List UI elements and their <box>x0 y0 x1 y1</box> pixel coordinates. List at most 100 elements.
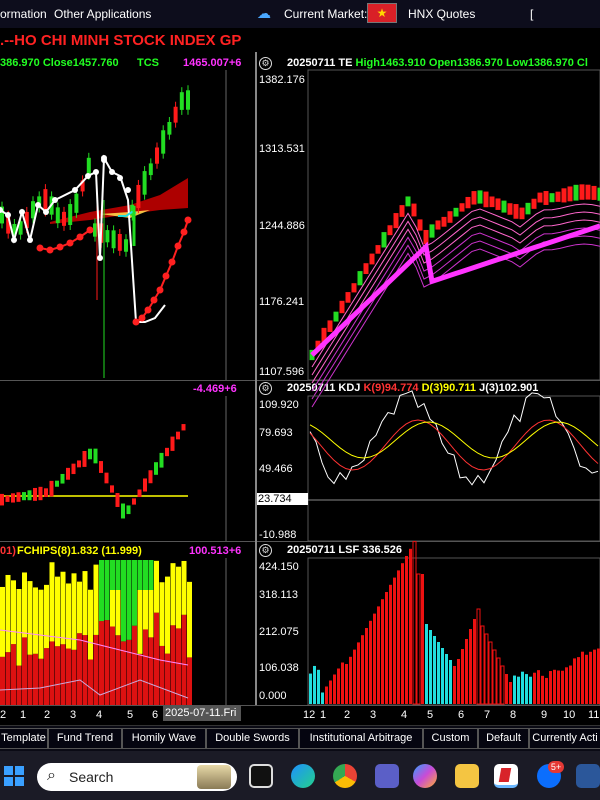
tab-fund-trend[interactable]: Fund Trend <box>48 728 122 749</box>
fund-bar-red <box>88 659 93 705</box>
momentum-bar <box>77 460 81 468</box>
candle-body <box>573 184 579 201</box>
menu-extra[interactable]: [ <box>530 7 534 21</box>
main-y-label: 1244.886 <box>259 220 305 232</box>
fund-bar-red <box>27 654 33 705</box>
main-y-label: 1107.596 <box>259 366 305 378</box>
white-trend-dot <box>97 255 103 261</box>
momentum-bar <box>55 480 59 487</box>
white-trend-dot <box>35 202 41 208</box>
moving-average-line <box>311 219 600 384</box>
market-selector[interactable]: HNX Quotes <box>408 7 476 21</box>
tab-institutional-arbitrage[interactable]: Institutional Arbitrage <box>299 728 423 749</box>
lsf-bar-outline <box>496 657 501 705</box>
lsf-bar <box>581 651 584 704</box>
fund-bar-red <box>170 625 176 705</box>
lsf-bar <box>521 671 524 704</box>
lsf-bar <box>429 630 432 704</box>
fund-bar-red <box>60 644 66 705</box>
candle-body <box>31 201 35 219</box>
candle-body <box>37 196 42 208</box>
fund-bar-red <box>71 649 77 705</box>
kdj-gear-icon[interactable]: ⚙ <box>259 382 272 395</box>
momentum-bar <box>181 424 186 431</box>
momentum-bar <box>60 473 65 484</box>
copilot-icon[interactable] <box>413 764 437 788</box>
candle-body <box>111 230 116 249</box>
fund-bar-green <box>148 560 154 590</box>
candle-body <box>399 205 405 217</box>
file-explorer-icon[interactable] <box>455 764 479 788</box>
candle-body <box>513 204 519 219</box>
momentum-bar <box>148 470 153 484</box>
left-price-info: 386.970 Close1457.760 <box>0 57 119 69</box>
settings-gear-icon[interactable]: ⚙ <box>259 57 272 70</box>
kdj-y-label: 49.466 <box>259 463 293 475</box>
momentum-bar <box>115 493 120 507</box>
momentum-bar <box>0 493 4 506</box>
tab-homily-wave[interactable]: Homily Wave <box>122 728 206 749</box>
fund-bar-red <box>126 639 132 705</box>
tab-custom[interactable]: Custom <box>423 728 478 749</box>
candle-body <box>537 192 543 203</box>
notification-badge: 5+ <box>548 761 564 773</box>
vietnam-flag-icon[interactable]: ★ <box>367 3 397 23</box>
tab-template[interactable]: Template <box>0 728 48 749</box>
tab-double-swords[interactable]: Double Swords <box>206 728 299 749</box>
fund-bar-top <box>22 572 27 638</box>
fund-bar-red <box>110 626 115 705</box>
left-indicator-value: 1465.007+6 <box>183 57 242 69</box>
candle-body <box>43 189 48 212</box>
task-view-icon[interactable] <box>249 764 273 788</box>
word-icon[interactable] <box>576 764 600 788</box>
teams-icon[interactable] <box>375 764 399 788</box>
candle-body <box>549 193 555 203</box>
x-tick-label: 2 <box>44 709 51 721</box>
candle-body <box>459 203 465 212</box>
red-trend-dot <box>36 244 44 252</box>
windows-start-icon[interactable] <box>4 766 24 786</box>
lsf-y-label: 318.113 <box>259 589 298 601</box>
stock-app-icon[interactable] <box>494 764 518 788</box>
lsf-bar-outline <box>484 633 489 705</box>
fund-bar-top <box>0 586 5 657</box>
candle-body <box>12 223 17 236</box>
menu-other-applications[interactable]: Other Applications <box>54 7 152 21</box>
candle-body <box>333 311 339 322</box>
fund-bar-top <box>143 564 148 630</box>
fund-bar-green <box>104 560 110 590</box>
candle-body <box>142 171 147 195</box>
white-trend-dot <box>72 187 78 193</box>
candle-body <box>309 349 315 361</box>
lsf-bar <box>337 668 340 704</box>
candle-body <box>507 203 513 215</box>
fund-bar-red <box>148 637 154 705</box>
kdj-k-line <box>309 419 599 471</box>
fund-bar-red <box>121 641 126 705</box>
candle-body <box>173 106 178 123</box>
lsf-bar <box>449 660 452 704</box>
fund-bar-top <box>82 571 88 636</box>
chrome-browser-icon[interactable] <box>333 764 357 788</box>
main-y-label: 1382.176 <box>259 74 305 86</box>
fund-bar-green <box>99 560 104 590</box>
lsf-bar <box>369 620 372 704</box>
tab-default[interactable]: Default <box>478 728 529 749</box>
tab-currently-active[interactable]: Currently Acti <box>529 728 600 749</box>
cloud-icon[interactable]: ☁ <box>257 5 271 21</box>
lsf-bar <box>557 670 560 704</box>
red-trend-dot <box>46 246 54 254</box>
vertical-splitter[interactable] <box>255 52 257 705</box>
lsf-bar <box>469 629 472 704</box>
white-trend-dot <box>117 175 123 181</box>
edge-browser-icon[interactable] <box>291 764 315 788</box>
menu-information[interactable]: ormation <box>0 7 47 21</box>
candle-body <box>315 340 321 351</box>
momentum-bar <box>154 462 158 475</box>
taskbar-search-box[interactable]: ⌕ Search <box>37 763 237 791</box>
fund-bar-green <box>137 560 143 590</box>
fund-bar-red <box>115 635 121 705</box>
momentum-bar <box>11 493 15 503</box>
lsf-bar <box>361 635 364 704</box>
lsf-gear-icon[interactable]: ⚙ <box>259 544 272 557</box>
